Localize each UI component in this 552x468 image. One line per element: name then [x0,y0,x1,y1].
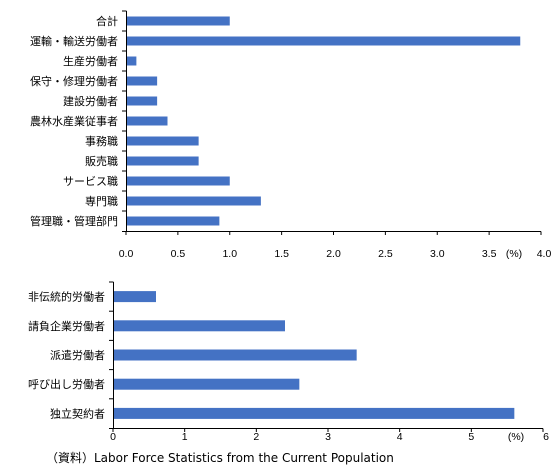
chart1-category-label: 建設労働者 [63,94,118,108]
chart1-bar [127,36,521,46]
chart2-bar [114,291,156,303]
chart1-category-label: 運輸・輸送労働者 [30,34,118,48]
chart2-bar [114,320,285,332]
chart1-category-label: 合計 [96,14,118,28]
chart1-x-tick-label: 2.0 [326,248,341,260]
chart2-category-label: 独立契約者 [50,406,105,420]
chart1-x-tick-label: 4.0 [537,248,552,260]
chart1-bar [127,16,230,26]
chart2-category-label: 非伝統的労働者 [28,290,105,304]
chart2-bar [114,349,357,361]
chart2-bar [114,407,515,419]
chart2-x-tick-label: 5 [468,431,474,443]
chart1-unit-label: (%) [506,248,522,260]
chart1-category-label: 保守・修理労働者 [30,74,118,88]
chart2-bar [114,378,300,390]
chart2-category-label: 派遣労働者 [50,348,105,362]
chart1-bar [127,136,199,146]
chart2-unit-label: (%) [508,431,524,443]
chart1-bar [127,156,199,166]
chart2-category-label: 請負企業労働者 [28,319,105,333]
chart1-x-tick-label: 3.0 [430,248,445,260]
chart1-category-label: 生産労働者 [63,54,118,68]
chart1-bar [127,76,158,86]
chart1-bar [127,176,230,186]
source-note: （資料）Labor Force Statistics from the Curr… [46,451,394,465]
chart1-bar [127,96,158,106]
chart1-x-tick-label: 0.5 [171,248,186,260]
chart1-bar [127,56,137,66]
chart2-category-label: 呼び出し労働者 [28,377,105,391]
chart1-bar [127,116,168,126]
chart2-x-tick-label: 4 [397,431,403,443]
chart2-x-tick-label: 2 [253,431,259,443]
chart2-x-tick-label: 3 [325,431,331,443]
chart1-x-tick-label: 0.0 [119,248,134,260]
chart1-category-label: 販売職 [85,155,118,168]
chart1-category-label: 専門職 [85,195,118,208]
chart1-x-tick-label: 3.5 [482,248,497,260]
chart1-bar [127,196,261,206]
chart2-x-tick-label: 0 [110,431,116,443]
chart1-x-tick-label: 1.5 [274,248,289,260]
chart1-bar [127,216,220,226]
chart2-x-tick-label: 6 [543,431,549,443]
chart1-category-label: 農林水産業従事者 [30,114,118,128]
chart1-category-label: 管理職・管理部門 [30,214,118,228]
chart2-x-tick-label: 1 [182,431,188,443]
chart1-category-label: サービス職 [63,175,118,188]
chart1-x-tick-label: 1.0 [222,248,237,260]
chart1-x-tick-label: 2.5 [378,248,393,260]
chart1-category-label: 事務職 [85,134,118,148]
